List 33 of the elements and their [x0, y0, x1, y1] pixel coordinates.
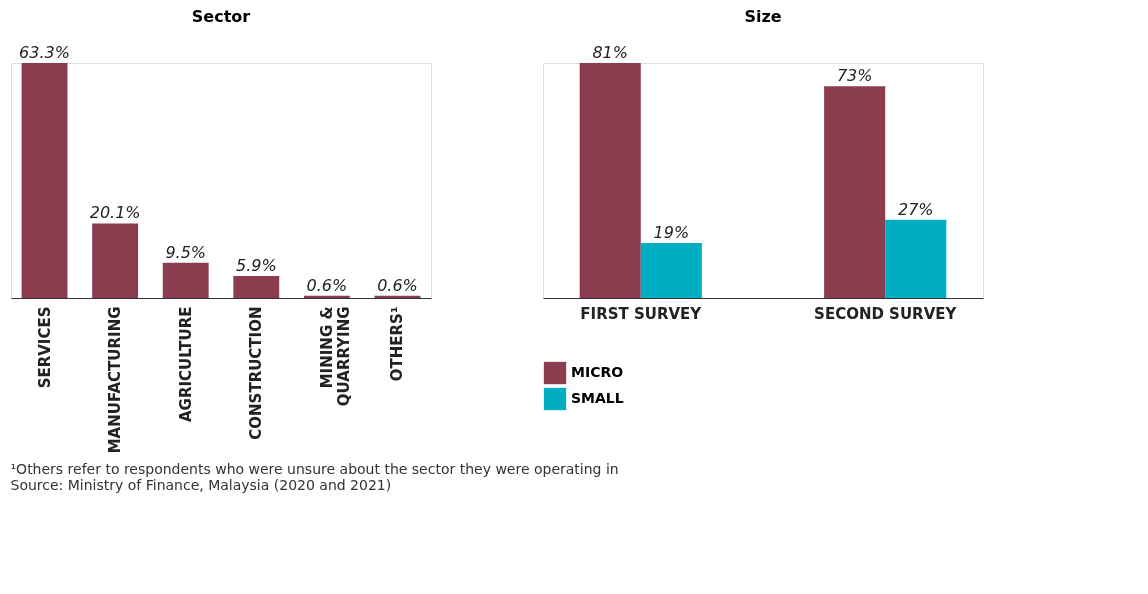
x-tick-label: CONSTRUCTION [247, 306, 266, 440]
text: ¹Others refer to respondents who were unsure about the sector they were operating in [10, 461, 619, 478]
data-label: 27% [898, 199, 934, 219]
data-label: 81% [592, 43, 628, 62]
x-tick-label: FIRST SURVEY [580, 304, 703, 323]
data-label: 0.6% [306, 275, 348, 295]
bar [303, 295, 350, 298]
bar [21, 63, 68, 298]
bar [233, 276, 280, 298]
legend-label: SMALL [571, 390, 624, 406]
source-note: Source: Ministry of Finance, Malaysia (2020 and 2021) [10, 477, 392, 494]
data-label: 19% [653, 222, 690, 242]
x-tick-label: AGRICULTURE [176, 306, 195, 423]
data-label: 9.5% [165, 242, 207, 262]
bar [162, 262, 209, 298]
x-tick-label: MINING & QUARRYING [317, 306, 353, 407]
chart-title: Sector [191, 7, 251, 26]
data-label: 20.1% [89, 203, 141, 223]
data-label: 63.3% [19, 43, 70, 62]
legend-label: MICRO [571, 364, 624, 380]
data-label: 0.6% [377, 275, 418, 295]
x-tick-label: OTHERS¹ [388, 306, 407, 382]
bar [640, 242, 702, 298]
data-label: 5.9% [235, 256, 277, 276]
bar [92, 223, 139, 298]
x-tick-label: SECOND SURVEY [814, 304, 958, 323]
x-tick-label: MANUFACTURING [106, 306, 125, 454]
bar [824, 86, 886, 298]
bar [579, 63, 641, 298]
data-label: 73% [836, 66, 873, 86]
chart-title: Size [744, 7, 782, 26]
x-tick-label: SERVICES [35, 306, 54, 389]
bar [885, 219, 947, 298]
